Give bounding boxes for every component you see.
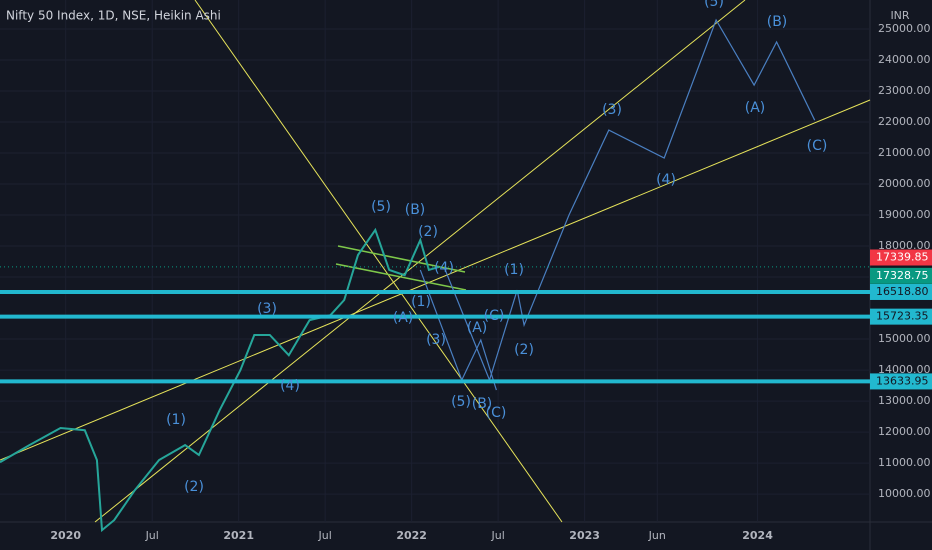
x-tick-label: Jul (145, 529, 159, 542)
wave-label: (C) (486, 405, 507, 421)
y-tick-label: 12000.00 (878, 425, 931, 438)
level-label: 16518.80 (876, 285, 929, 298)
y-tick-label: 19000.00 (878, 208, 931, 221)
y-tick-label: 11000.00 (878, 456, 931, 469)
wave-label: (B) (472, 396, 493, 412)
price-label-box (870, 249, 932, 266)
price-label: 17328.75 (876, 269, 929, 282)
y-tick-label: 23000.00 (878, 84, 931, 97)
wave-label: (2) (184, 479, 204, 495)
wave-label: (4) (280, 378, 300, 394)
wave-label: (4) (656, 172, 676, 188)
level-label: 15723.35 (876, 310, 929, 323)
wave-label: (C) (807, 138, 828, 154)
y-tick-label: 21000.00 (878, 146, 931, 159)
y-tick-label: 10000.00 (878, 487, 931, 500)
wave-label: (A) (393, 310, 414, 326)
wave-label: (A) (467, 320, 488, 336)
x-tick-label: 2021 (223, 529, 254, 542)
wave-label: (2) (514, 342, 534, 358)
wave-label: (C) (484, 308, 505, 324)
trendline (335, 263, 467, 291)
trendline (94, 0, 746, 523)
wave-label: (1) (166, 412, 186, 428)
trendline (337, 245, 466, 273)
y-tick-label: 24000.00 (878, 53, 931, 66)
price-line (0, 227, 440, 533)
price-line (419, 269, 497, 391)
x-tick-label: 2024 (742, 529, 773, 542)
wave-label: (2) (418, 224, 438, 240)
wave-label: (3) (257, 301, 277, 317)
y-tick-label: 15000.00 (878, 332, 931, 345)
y-tick-label: 20000.00 (878, 177, 931, 190)
wave-label: (5) (704, 0, 724, 10)
y-tick-label: 14000.00 (878, 363, 931, 376)
wave-label: (5) (371, 199, 391, 215)
price-label: 17339.85 (876, 251, 929, 264)
x-tick-label: 2023 (569, 529, 600, 542)
green-lines (335, 245, 467, 291)
wave-label: (1) (411, 294, 431, 310)
wave-label: (A) (745, 100, 766, 116)
currency: INR (890, 9, 909, 22)
x-tick-label: Jul (318, 529, 332, 542)
trendline (0, 99, 871, 461)
wave-label: (3) (602, 102, 622, 118)
wave-label: (3) (426, 332, 446, 348)
y-tick-label: 25000.00 (878, 22, 931, 35)
y-tick-label: 22000.00 (878, 115, 931, 128)
trendlines (0, 0, 871, 523)
level-label-box (870, 308, 932, 325)
wave-label: (1) (504, 262, 524, 278)
trendline (194, 0, 563, 523)
wave-label: (5) (451, 394, 471, 410)
x-tick-label: 2020 (50, 529, 81, 542)
level-label-box (870, 373, 932, 390)
chart-title: Nifty 50 Index, 1D, NSE, Heikin Ashi (6, 9, 221, 23)
wave-label: (4) (434, 260, 454, 276)
y-tick-label: 13000.00 (878, 394, 931, 407)
level-label-box (870, 283, 932, 300)
price-line (443, 18, 816, 382)
wave-label: (B) (767, 14, 788, 30)
grid (0, 0, 870, 522)
x-tick-label: Jul (490, 529, 504, 542)
x-tick-label: Jun (648, 529, 666, 542)
y-tick-label: 18000.00 (878, 239, 931, 252)
wave-label: (B) (405, 202, 426, 218)
level-label: 13633.95 (876, 374, 929, 387)
x-tick-label: 2022 (396, 529, 427, 542)
price-label-box (870, 267, 932, 284)
